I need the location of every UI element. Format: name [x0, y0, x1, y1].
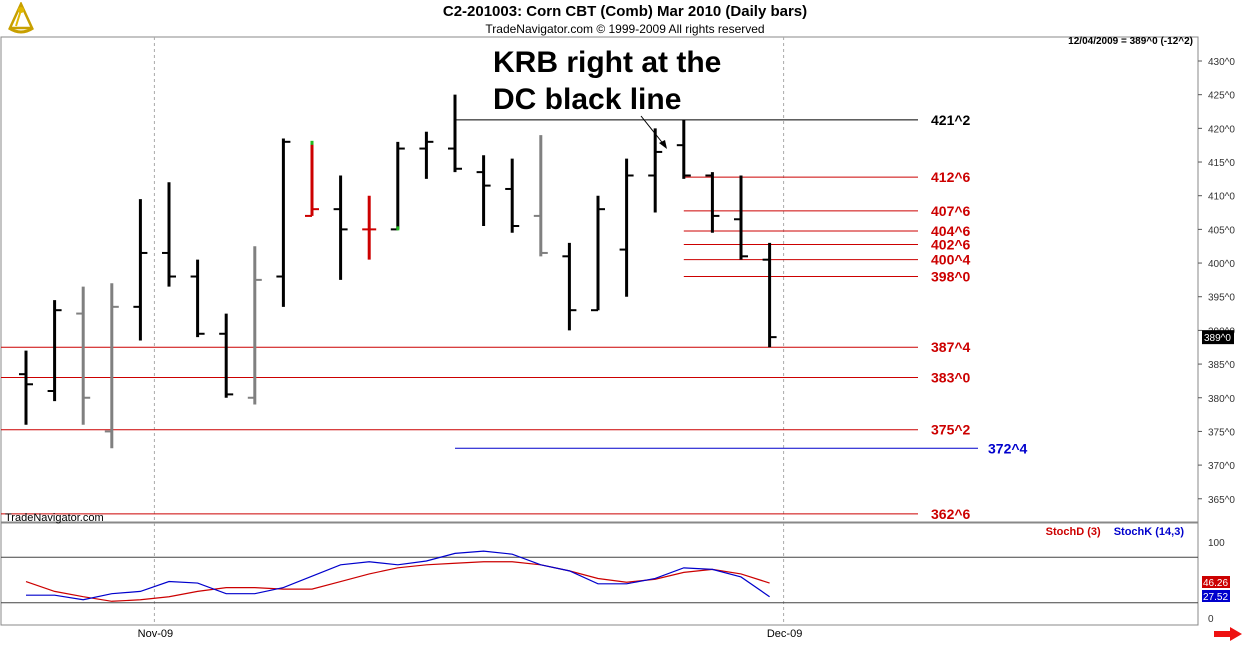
legend-stoch-k: StochK (14,3) — [1113, 526, 1184, 538]
stoch-y-tick-label: 0 — [1208, 614, 1214, 625]
annotation-arrowhead — [659, 140, 667, 149]
level-label: 362^6 — [931, 506, 971, 522]
annotation-line-1: KRB right at the — [493, 46, 722, 79]
stoch-line — [26, 550, 770, 601]
price-readout: 12/04/2009 = 389^0 (-12^2) — [1068, 36, 1193, 47]
level-label: 387^4 — [931, 339, 971, 355]
stoch-y-tick-label: 100 — [1208, 538, 1225, 549]
watermark: TradeNavigator.com — [5, 512, 104, 524]
level-label: 400^4 — [931, 252, 971, 268]
level-label: 398^0 — [931, 269, 971, 285]
scroll-right-arrow-icon[interactable] — [1213, 627, 1243, 641]
chart-subtitle: TradeNavigator.com © 1999-2009 All right… — [485, 22, 765, 36]
level-label: 402^6 — [931, 237, 971, 253]
stoch-legend: StochD (3) StochK (14,3) — [1036, 526, 1184, 538]
level-label: 404^6 — [931, 223, 971, 239]
stoch-value-label: 46.26 — [1203, 578, 1228, 589]
level-label: 412^6 — [931, 169, 971, 185]
stoch-line — [25, 561, 770, 602]
level-label: 407^6 — [931, 203, 971, 219]
level-label: 372^4 — [988, 440, 1028, 456]
level-label: 383^0 — [931, 370, 971, 386]
last-price-label: 389^0 — [1204, 333, 1231, 344]
y-tick-label: 415^0 — [1208, 158, 1235, 169]
y-tick-label: 365^0 — [1208, 495, 1235, 506]
y-tick-label: 395^0 — [1208, 293, 1235, 304]
level-label: 375^2 — [931, 422, 971, 438]
sextant-logo-icon[interactable] — [6, 0, 36, 38]
level-label: 421^2 — [931, 112, 971, 128]
y-tick-label: 420^0 — [1208, 124, 1235, 135]
legend-stoch-d: StochD (3) — [1045, 526, 1101, 538]
annotation-arrow — [640, 115, 666, 147]
annotation-text: KRB right at the DC black line — [493, 44, 721, 118]
stoch-value-tag — [1202, 576, 1230, 588]
stoch-panel-frame — [0, 522, 1199, 626]
y-tick-label: 405^0 — [1208, 225, 1235, 236]
annotation-line-2: DC black line — [493, 83, 682, 116]
y-tick-label: 375^0 — [1208, 427, 1235, 438]
chart-title: C2-201003: Corn CBT (Comb) Mar 2010 (Dai… — [442, 3, 808, 20]
y-tick-label: 430^0 — [1208, 57, 1235, 68]
y-tick-label: 425^0 — [1208, 91, 1235, 102]
y-tick-label: 410^0 — [1208, 192, 1235, 203]
y-tick-label: 385^0 — [1208, 360, 1235, 371]
y-tick-label: 380^0 — [1208, 394, 1235, 405]
y-tick-label: 370^0 — [1208, 461, 1235, 472]
y-tick-label: 400^0 — [1208, 259, 1235, 270]
x-tick-label: Nov-09 — [138, 628, 173, 640]
last-price-tag — [1202, 330, 1234, 345]
stoch-value-label: 27.52 — [1203, 592, 1228, 603]
x-tick-label: Dec-09 — [767, 628, 802, 640]
stoch-value-tag — [1202, 590, 1230, 602]
